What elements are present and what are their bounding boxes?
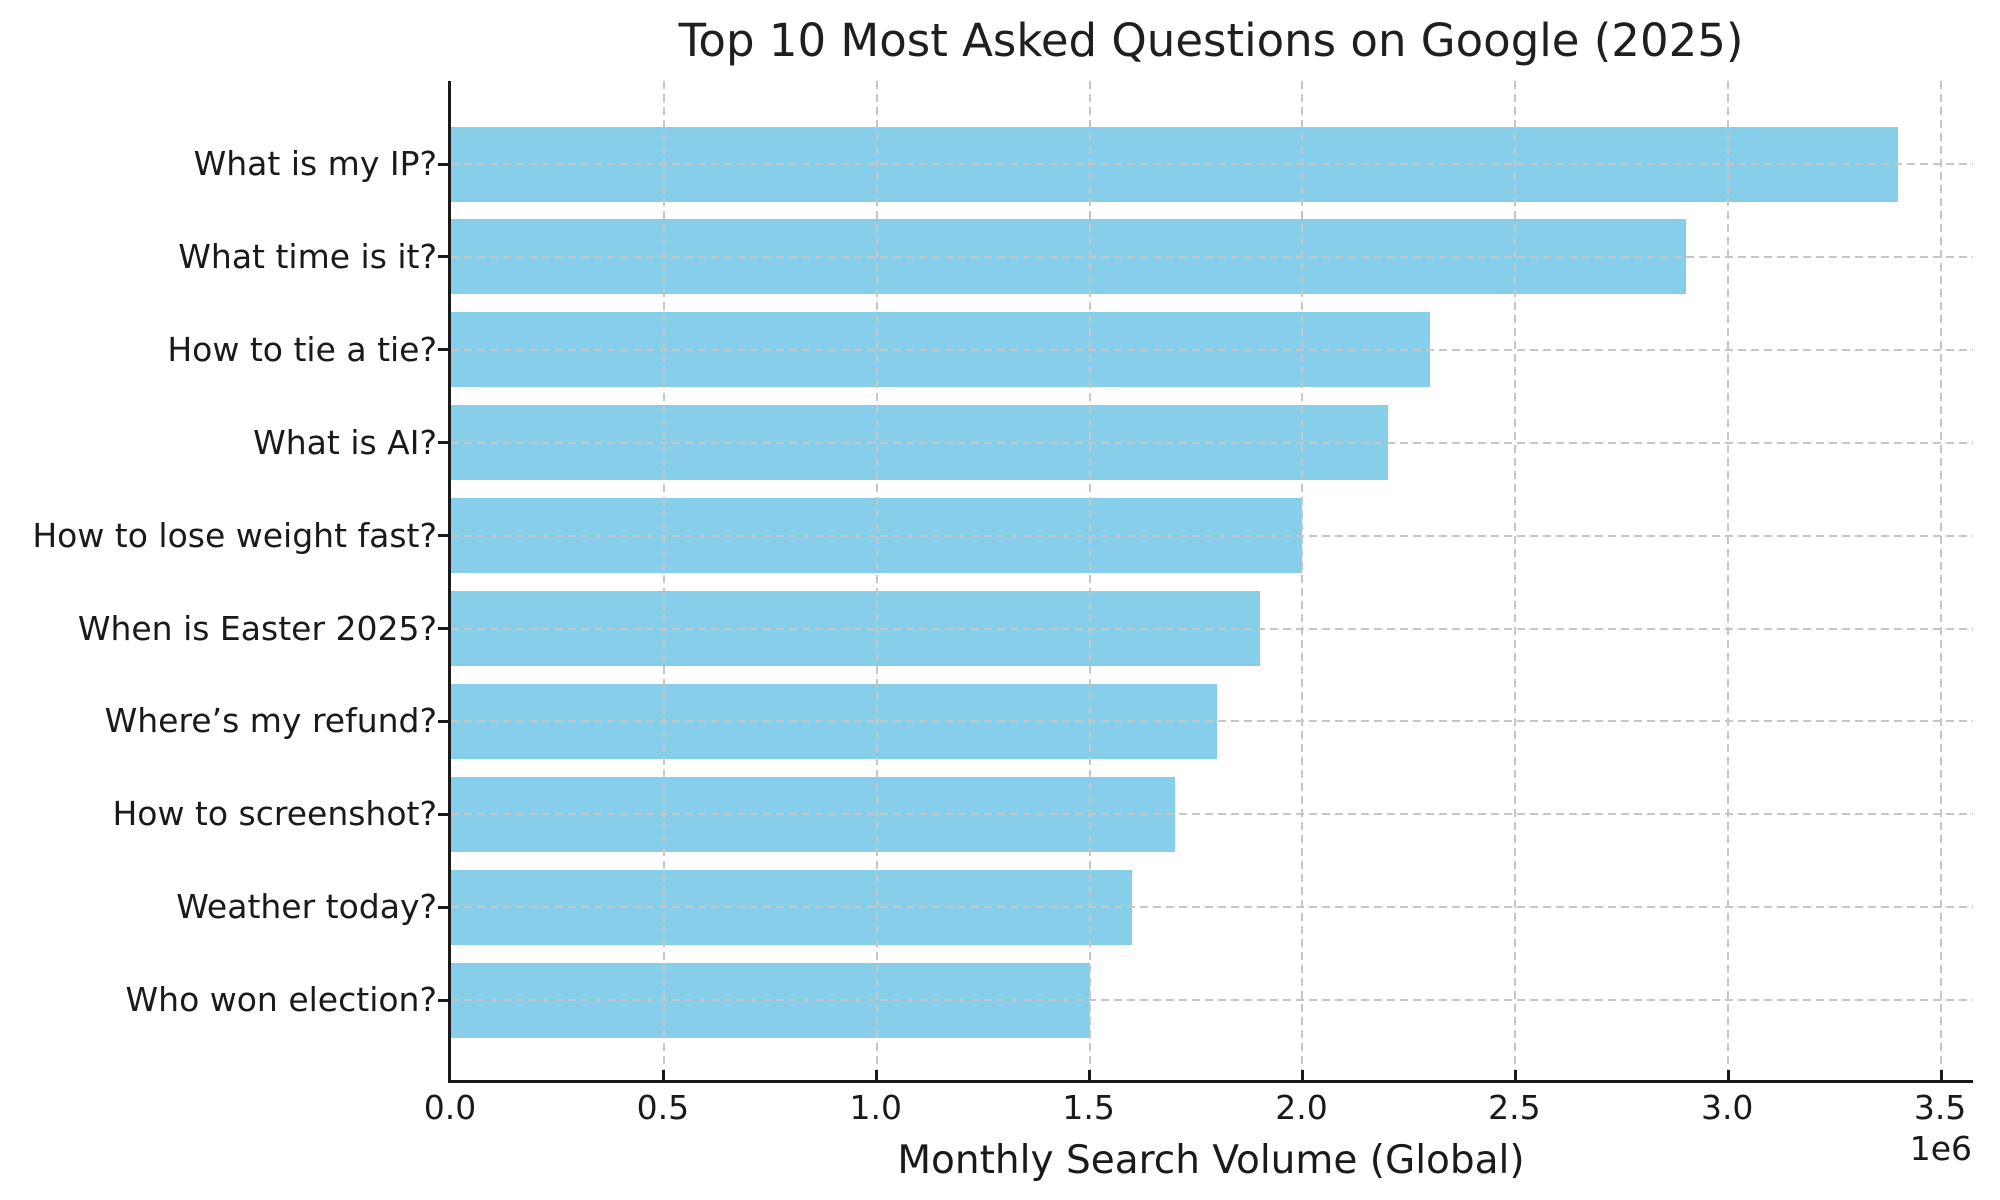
gridline-x (662, 81, 665, 1080)
y-tick-label: When is Easter 2025? (77, 608, 437, 648)
y-tick-label: Weather today? (176, 887, 437, 927)
gridline-y (451, 163, 1973, 165)
y-tick-label: What is AI? (253, 422, 437, 462)
gridline-y (451, 534, 1973, 537)
y-tick-mark (438, 812, 448, 816)
gridline-x (1727, 81, 1730, 1080)
chart-title: Top 10 Most Asked Questions on Google (2… (678, 14, 1744, 67)
gridline-y (451, 906, 1973, 909)
gridline-y (451, 348, 1973, 351)
x-tick-label: 1.0 (849, 1088, 902, 1127)
y-tick-mark (438, 627, 448, 630)
gridline-y (451, 627, 1973, 630)
x-tick-mark (1088, 1070, 1092, 1080)
y-tick-mark (438, 719, 448, 723)
x-tick-label: 2.5 (1488, 1088, 1541, 1127)
x-tick-mark (1513, 1070, 1517, 1080)
y-tick-mark (438, 905, 448, 909)
x-tick-label: 1.5 (1062, 1088, 1115, 1127)
gridline-y (451, 813, 1973, 816)
y-tick-label: How to screenshot? (112, 794, 437, 834)
gridline-y (451, 720, 1973, 723)
y-tick-label: Where’s my refund? (104, 701, 437, 741)
x-tick-mark (662, 1070, 666, 1080)
x-axis-offset-label: 1e6 (1909, 1129, 1972, 1168)
y-tick-label: How to lose weight fast? (32, 515, 437, 555)
x-tick-label: 0.0 (423, 1088, 477, 1127)
y-tick-mark (438, 998, 448, 1002)
y-tick-label: What time is it? (178, 236, 437, 276)
x-tick-mark (1939, 1070, 1943, 1080)
gridline-y (451, 441, 1973, 444)
gridline-x (1088, 81, 1091, 1080)
gridline-x (1301, 81, 1304, 1080)
gridline-y (451, 999, 1973, 1002)
x-tick-label: 2.0 (1275, 1088, 1328, 1127)
gridline-x (1514, 81, 1517, 1080)
x-tick-mark (875, 1070, 879, 1080)
x-tick-label: 0.5 (636, 1088, 690, 1127)
y-tick-mark (438, 162, 448, 166)
x-tick-mark (1300, 1070, 1304, 1080)
y-tick-mark (438, 534, 448, 538)
x-tick-mark (1726, 1070, 1730, 1080)
y-tick-mark (438, 255, 448, 259)
x-tick-label: 3.5 (1913, 1088, 1967, 1127)
y-tick-label: Who won election? (125, 980, 437, 1020)
gridline-x (875, 81, 878, 1080)
x-tick-label: 3.0 (1700, 1088, 1754, 1127)
y-tick-mark (438, 441, 448, 445)
y-tick-label: How to tie a tie? (167, 329, 437, 369)
x-axis-title: Monthly Search Volume (Global) (897, 1138, 1525, 1183)
y-tick-mark (438, 348, 448, 352)
gridline-y (451, 255, 1973, 258)
y-tick-label: What is my IP? (193, 144, 437, 183)
gridline-x (1940, 81, 1943, 1080)
plot-area (438, 81, 1973, 1083)
